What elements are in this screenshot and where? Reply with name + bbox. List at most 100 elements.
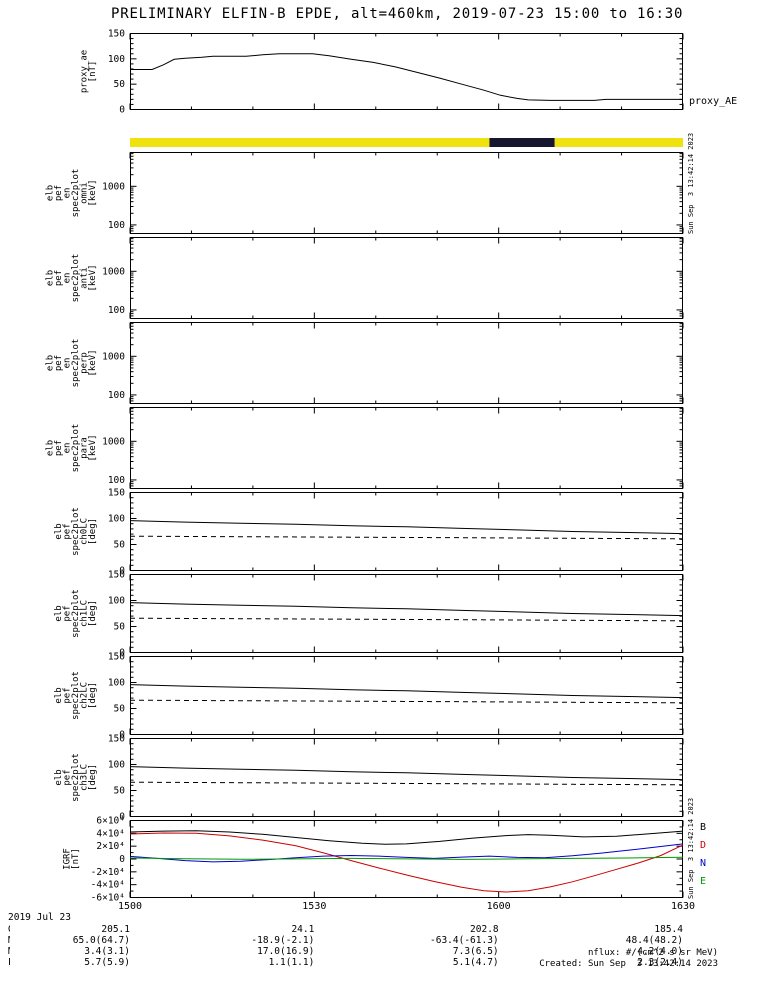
legend-label-N: N [700,858,706,869]
y-tick-label: 1000 [102,266,125,277]
y-axis-label-line: [nT] [88,61,98,83]
status-bar-segment [489,138,555,147]
y-axis-label-line: spec2plot [71,339,81,388]
y-axis-label-line: spec2plot [71,589,81,638]
series-proxy_AE [130,53,683,101]
footer-row: L-igrf(dip)5.7(5.9)1.1(1.1)5.1(4.7)2.3(2… [0,957,775,968]
footer-row-value: 17.0(16.9) [194,946,315,957]
y-tick-label: 100 [108,678,125,689]
panel-spec-perp: 100 1000 elb pef en spec2plot perp [keV] [0,322,775,404]
y-axis-label-line: [deg] [88,682,98,709]
y-axis-label-line: [keV] [88,349,98,376]
y-tick-label: 150 [108,488,125,499]
panel-frame [130,33,683,110]
panel-spec-omni: 100 1000 elb pef en spec2plot omni [keV] [0,152,775,234]
panel-pitchangle-ch3lc: 0 50 100 150 elb pef spec2plot ch3LC [deg] [0,734,775,823]
y-tick-label: 50 [114,622,126,633]
footer-row: MLAT-igrf(dip)65.0(64.7)-18.9(-2.1)-63.4… [0,935,775,946]
y-axis-label-line: elb [54,687,64,703]
y-axis-label-line: elb [46,440,56,456]
y-axis-label-line: ch2LC [80,682,90,709]
x-tick-label: 1630 [670,901,696,912]
y-tick-label: 100 [108,54,125,65]
panel-pitchangle-ch0lc: 0 50 100 150 elb pef spec2plot ch0LC [deg] [0,488,775,577]
y-axis-label-line: elb [54,769,64,785]
status-bar-segment [554,138,683,147]
series-loss_cone [129,766,684,781]
y-axis-label-line: [deg] [88,600,98,627]
y-tick-label: 100 [108,390,125,401]
y-tick-label: 100 [108,305,125,316]
right-panel-label: proxy_AE [689,96,737,107]
y-axis-label-line: omni [80,182,90,204]
y-axis-label-line: en [63,358,73,369]
panel-frame [130,322,683,404]
footer-row-value: 48.4(48.2) [563,935,683,946]
y-tick-label: 1000 [102,181,125,192]
y-tick-label: 0 [119,730,125,741]
y-axis-label-line: elb [54,523,64,539]
y-axis-label-line: [keV] [88,434,98,461]
footer-row-value: 185.4 [563,924,683,935]
panel-igrf: -6×10⁴ -4×10⁴ -2×10⁴ 0 2×10⁴ 4×10⁴ 6×10⁴ IGRF [n… [0,816,775,904]
y-tick-label: 100 [108,760,125,771]
y-axis-label-line: pef [63,605,73,621]
series-D [129,832,684,893]
y-tick-label: 0 [119,812,125,823]
y-axis-label-line: pef [54,270,64,286]
y-axis-label-line: spec2plot [71,671,81,720]
y-axis-label-line: spec2plot [71,169,81,218]
panel-pitchangle-ch2lc: 0 50 100 150 elb pef spec2plot ch2LC [deg] [0,652,775,741]
y-axis-label-line: pef [54,440,64,456]
y-axis-label-line: elb [46,355,56,371]
y-tick-label: 1000 [102,436,125,447]
timestamp-vertical-top: Sun Sep 3 13:42:14 2023 [687,132,695,234]
y-axis-label-line: spec2plot [71,753,81,802]
y-tick-label: 150 [108,734,125,745]
footer-row-value: 5.7(5.9) [10,957,130,968]
series-E [129,856,684,860]
y-axis-label-line: IGRF [63,848,73,870]
y-axis-label-line: para [80,437,90,459]
y-tick-label: 50 [114,540,126,551]
y-tick-label: 6×10⁴ [96,816,125,827]
footer-row-value: 2.3(2.4) [563,957,683,968]
y-tick-label: 150 [108,652,125,663]
y-tick-label: 100 [108,475,125,486]
y-tick-label: 0 [119,566,125,577]
panel-frame [130,237,683,319]
y-tick-label: -6×10⁴ [91,893,125,904]
footer-created: Created: Sun Sep 3 13:42:14 2023 [539,959,718,969]
panel-frame [130,574,683,653]
series-B [129,830,684,845]
series-anti_loss_cone [129,535,684,540]
y-axis-label-line: [keV] [88,264,98,291]
y-tick-label: 150 [108,29,125,40]
footer-row-value: -18.9(-2.1) [194,935,315,946]
y-tick-label: 4×10⁴ [96,828,125,839]
panel-frame [130,152,683,234]
y-tick-label: 50 [114,704,126,715]
legend-label-E: E [700,876,706,887]
y-axis-label-line: pef [63,687,73,703]
y-tick-label: 50 [114,79,126,90]
panel-frame [130,407,683,489]
x-tick-label: 1600 [486,901,511,912]
footer-row-value: 7.3(6.5) [378,946,499,957]
x-tick-label: 1500 [117,901,143,912]
footer-row-value: 65.0(64.7) [10,935,130,946]
y-tick-label: 0 [119,648,125,659]
series-N [129,843,684,863]
series-anti_loss_cone [129,781,684,786]
y-axis-label-line: anti [80,267,90,289]
y-axis-label-line: elb [46,185,56,201]
y-axis-label-line: perp [80,352,90,374]
y-tick-label: 1000 [102,351,125,362]
y-tick-label: 50 [114,786,126,797]
y-axis-label-line: spec2plot [71,254,81,303]
y-tick-label: 0 [119,854,125,865]
plot-title: PRELIMINARY ELFIN-B EPDE, alt=460km, 201… [111,6,684,22]
footer-row-value: 202.8 [378,924,499,935]
y-tick-label: 100 [108,220,125,231]
